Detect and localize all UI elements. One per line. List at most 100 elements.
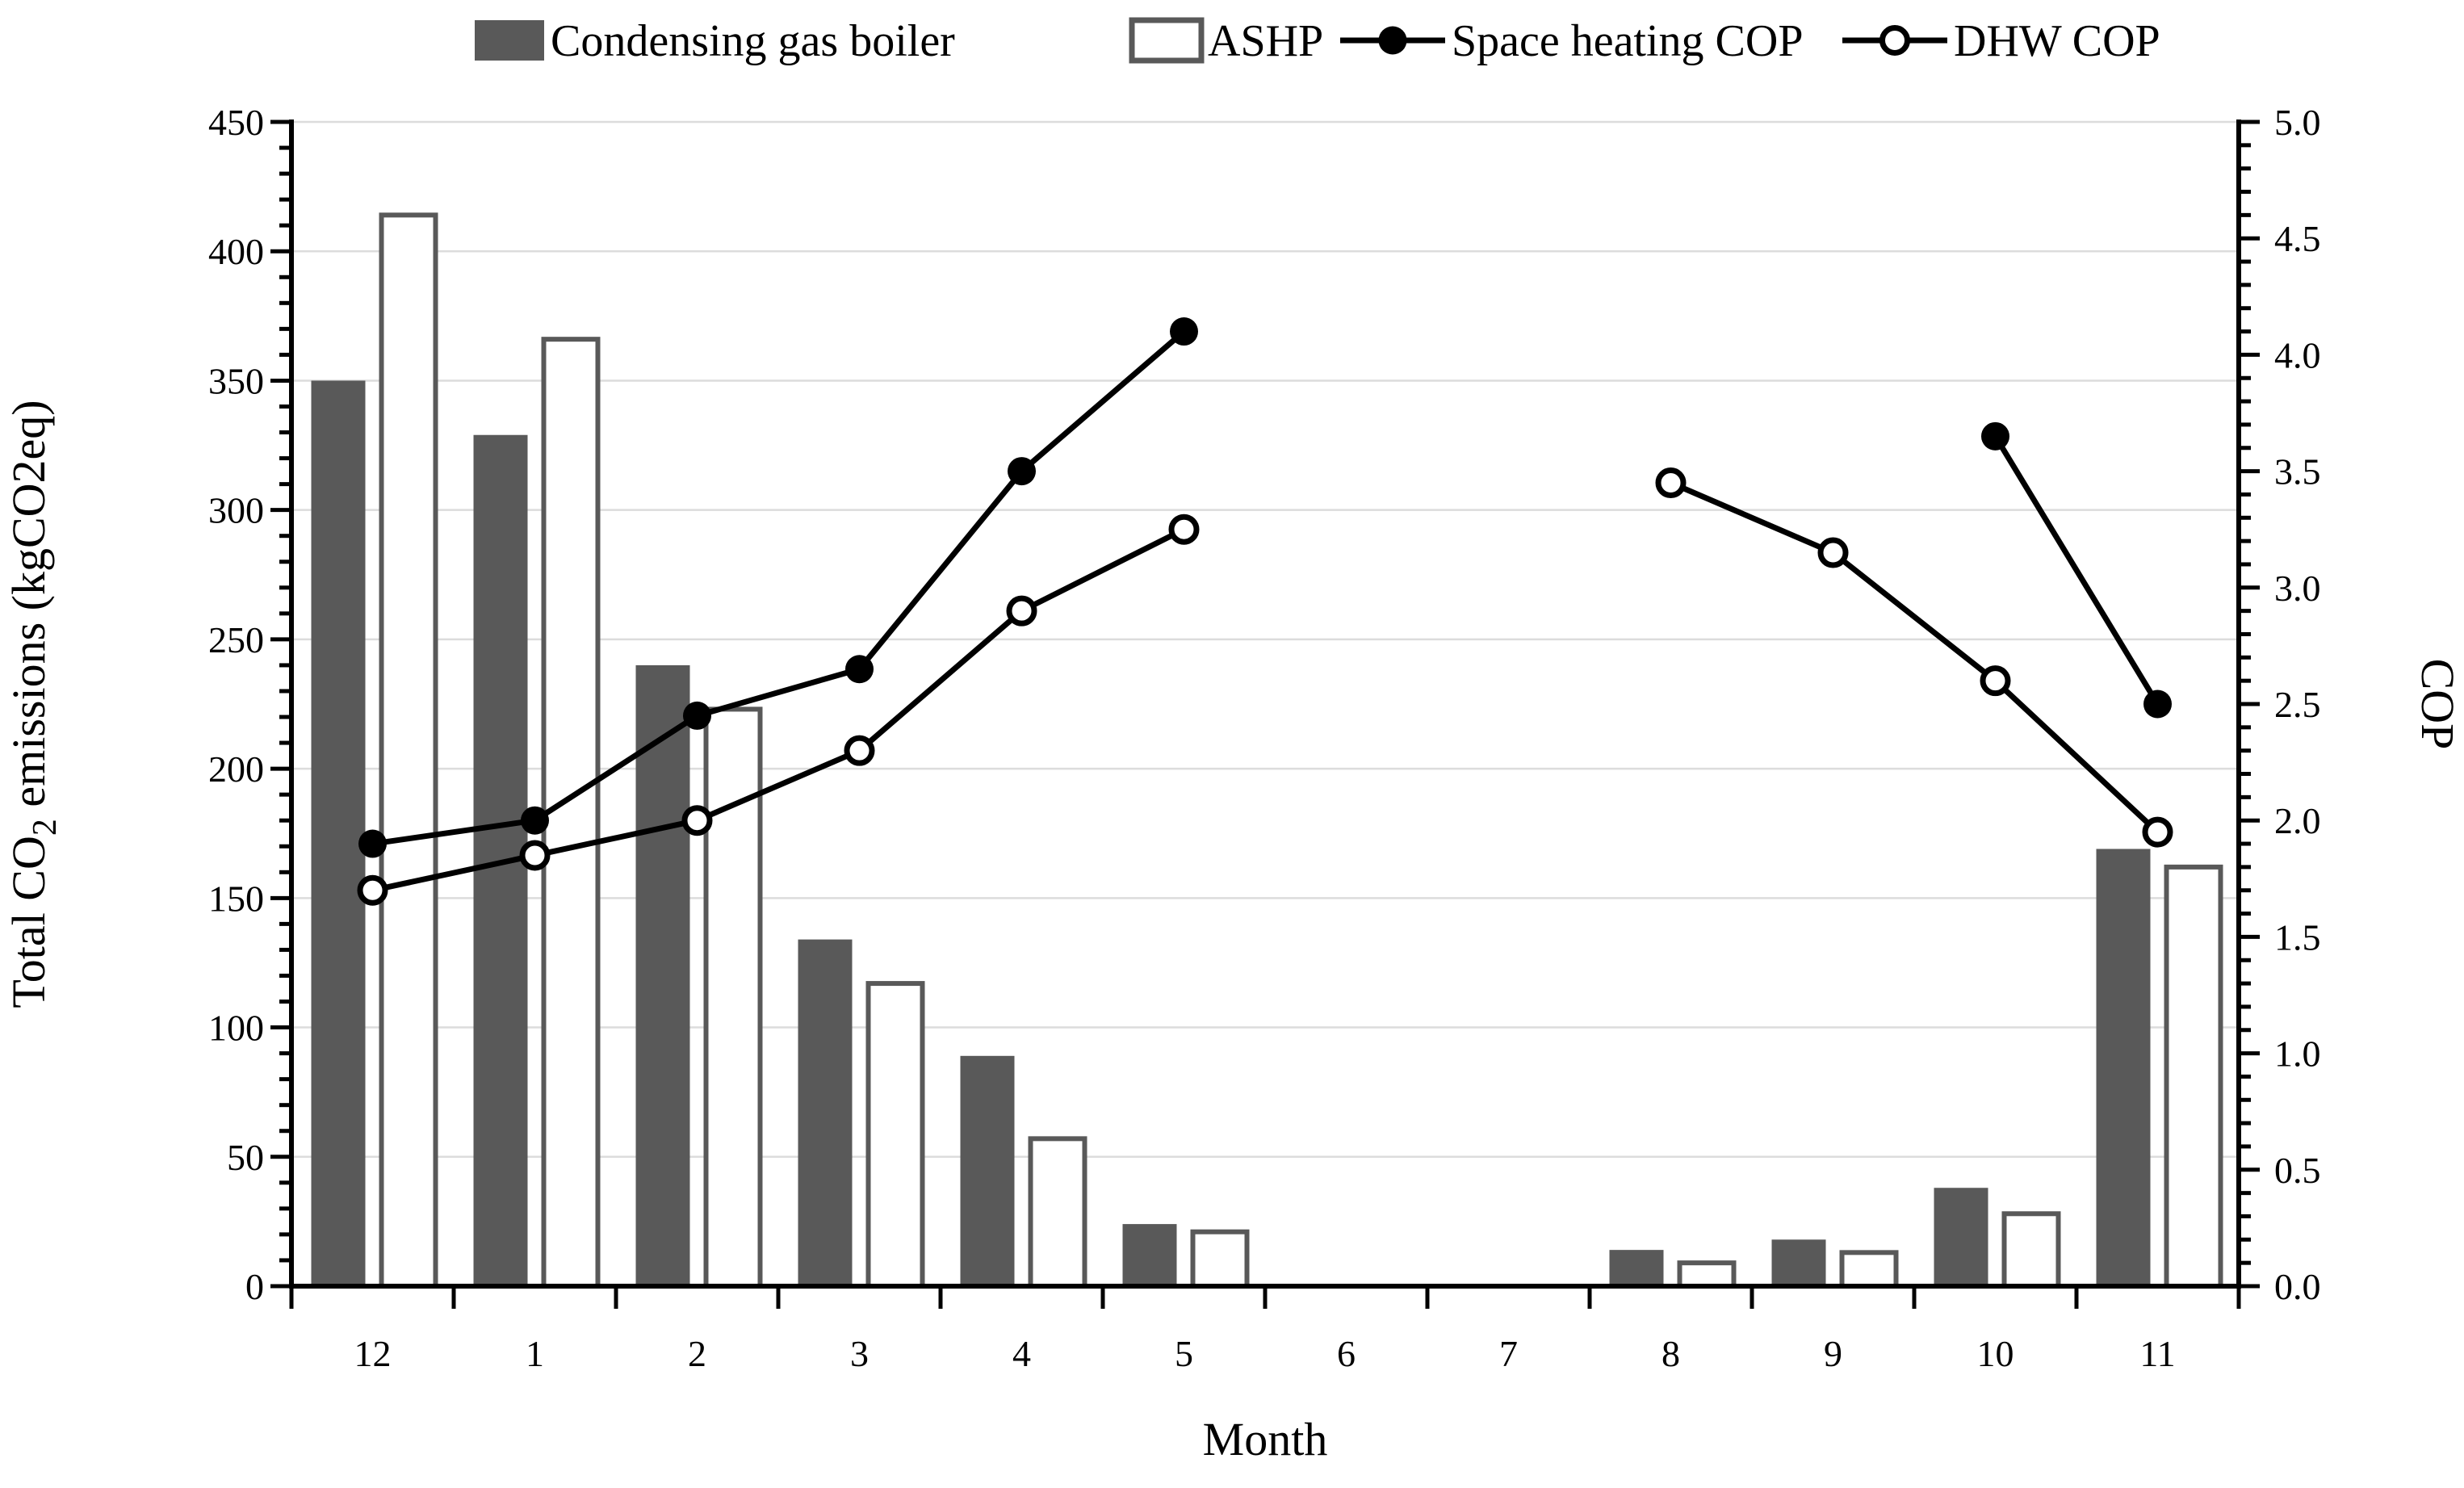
legend-label: Condensing gas boiler [551, 16, 955, 66]
bar-ashp-m12 [379, 212, 438, 1289]
right-tick-label: 1.0 [2274, 1033, 2321, 1075]
legend-item-space-heating-cop: Space heating COP [1340, 16, 1803, 66]
marker-dhw-cop-m5 [1168, 513, 1200, 545]
marker-space-heating-cop-m11 [2143, 690, 2172, 719]
left-tick-label: 250 [208, 619, 264, 660]
marker-space-heating-cop-m12 [358, 829, 387, 858]
right-tick-label: 5.0 [2274, 102, 2321, 143]
marker-space-heating-cop-m1 [521, 806, 549, 835]
legend-item-ashp: ASHP [1129, 16, 1323, 66]
x-tick-label-month-4: 4 [1012, 1333, 1031, 1374]
marker-dhw-cop-m10 [1980, 665, 2011, 697]
x-axis-tick-labels: 12 1 2 3 4 5 6 7 8 9 10 11 [354, 1333, 2176, 1374]
left-tick-label: 0 [245, 1266, 264, 1307]
right-tick-label: 3.5 [2274, 451, 2321, 493]
bar-condensing-gas-boiler-m11 [2096, 849, 2151, 1286]
left-axis-tick-labels: 0 50 100 150 200 250 300 350 400 450 [208, 102, 264, 1307]
marker-space-heating-cop-m5 [1170, 317, 1198, 346]
bar-condensing-gas-boiler-m10 [1934, 1188, 1988, 1286]
right-tick-label: 3.0 [2274, 568, 2321, 609]
right-axis-title: COP [2412, 659, 2464, 750]
left-tick-label: 200 [208, 748, 264, 790]
bar-ashp-m5 [1190, 1229, 1250, 1289]
open-circle-icon [1879, 25, 1910, 56]
x-tick-label-month-7: 7 [1499, 1333, 1518, 1374]
marker-space-heating-cop-m4 [1008, 457, 1036, 486]
marker-space-heating-cop-m10 [1981, 421, 2009, 451]
bar-condensing-gas-boiler-m3 [798, 939, 853, 1286]
left-axis-ticks [270, 119, 291, 1289]
marker-space-heating-cop-m3 [845, 655, 874, 684]
right-tick-label: 4.5 [2274, 218, 2321, 259]
x-tick-label-month-11: 11 [2139, 1333, 2175, 1374]
left-tick-label: 450 [208, 102, 264, 143]
bar-ashp-m4 [1028, 1136, 1087, 1289]
legend-label: ASHP [1208, 16, 1323, 66]
bar-condensing-gas-boiler-m5 [1122, 1224, 1177, 1286]
bar-condensing-gas-boiler-m2 [635, 664, 690, 1286]
legend-label: DHW COP [1954, 16, 2160, 66]
bar-ashp-m3 [865, 981, 925, 1289]
marker-dhw-cop-m3 [844, 735, 875, 766]
legend: Condensing gas boiler ASHP Space heating C… [475, 16, 2160, 66]
left-tick-label: 350 [208, 360, 264, 401]
filled-square-icon [475, 20, 544, 61]
right-tick-label: 2.5 [2274, 684, 2321, 725]
x-tick-label-month-9: 9 [1824, 1333, 1842, 1374]
marker-space-heating-cop-m2 [683, 701, 711, 730]
bar-ashp-m9 [1839, 1250, 1899, 1289]
bar-condensing-gas-boiler-m8 [1609, 1250, 1664, 1286]
x-axis-ticks [289, 1286, 2241, 1309]
left-axis-title-text: Total CO2 emissions (kgCO2eq) [2, 400, 64, 1008]
left-tick-label: 100 [208, 1008, 264, 1049]
legend-item-condensing-gas-boiler: Condensing gas boiler [475, 16, 955, 66]
right-tick-label: 2.0 [2274, 800, 2321, 841]
x-tick-label-month-8: 8 [1662, 1333, 1680, 1374]
filled-circle-icon [1378, 26, 1407, 55]
left-tick-label: 150 [208, 878, 264, 919]
right-axis-ticks [2239, 119, 2260, 1289]
x-tick-label-month-12: 12 [354, 1333, 392, 1374]
right-tick-label: 1.5 [2274, 916, 2321, 958]
line-series-space-heating-cop [358, 317, 2172, 858]
marker-dhw-cop-m9 [1817, 537, 1849, 568]
right-tick-label: 4.0 [2274, 334, 2321, 375]
right-axis-tick-labels: 0.0 0.5 1.0 1.5 2.0 2.5 3.0 3.5 4.0 4.5 5.0 [2274, 102, 2321, 1307]
x-tick-label-month-6: 6 [1337, 1333, 1356, 1374]
left-tick-label: 400 [208, 231, 264, 272]
bar-condensing-gas-boiler-m12 [311, 380, 366, 1286]
line-path [371, 480, 2160, 894]
bar-ashp-m1 [541, 337, 601, 1289]
bar-ashp-m8 [1677, 1260, 1737, 1289]
bar-condensing-gas-boiler-m4 [960, 1055, 1015, 1286]
line-series-dhw-cop [357, 467, 2173, 906]
x-tick-label-month-5: 5 [1175, 1333, 1193, 1374]
x-tick-label-month-10: 10 [1977, 1333, 2014, 1374]
marker-dhw-cop-m2 [681, 805, 713, 836]
x-tick-label-month-2: 2 [688, 1333, 706, 1374]
marker-dhw-cop-m8 [1655, 467, 1687, 499]
marker-dhw-cop-m4 [1006, 595, 1037, 627]
bar-ashp-m10 [2001, 1211, 2061, 1289]
x-axis-title: Month [1203, 1413, 1328, 1465]
x-tick-label-month-3: 3 [850, 1333, 869, 1374]
bars-ashp [379, 212, 2223, 1289]
left-axis-title: Total CO2 emissions (kgCO2eq) [2, 400, 64, 1008]
marker-dhw-cop-m11 [2142, 816, 2173, 848]
bar-condensing-gas-boiler-m9 [1771, 1239, 1826, 1286]
marker-dhw-cop-m12 [357, 874, 388, 906]
legend-item-dhw-cop: DHW COP [1842, 16, 2160, 66]
x-tick-label-month-1: 1 [526, 1333, 544, 1374]
bar-ashp-m11 [2164, 864, 2223, 1289]
right-tick-label: 0.0 [2274, 1266, 2321, 1307]
left-tick-label: 300 [208, 490, 264, 531]
line-path [372, 329, 2160, 847]
marker-dhw-cop-m1 [519, 840, 551, 871]
open-square-icon [1129, 17, 1205, 64]
legend-label: Space heating COP [1452, 16, 1803, 66]
left-tick-label: 50 [227, 1137, 264, 1178]
right-tick-label: 0.5 [2274, 1150, 2321, 1191]
